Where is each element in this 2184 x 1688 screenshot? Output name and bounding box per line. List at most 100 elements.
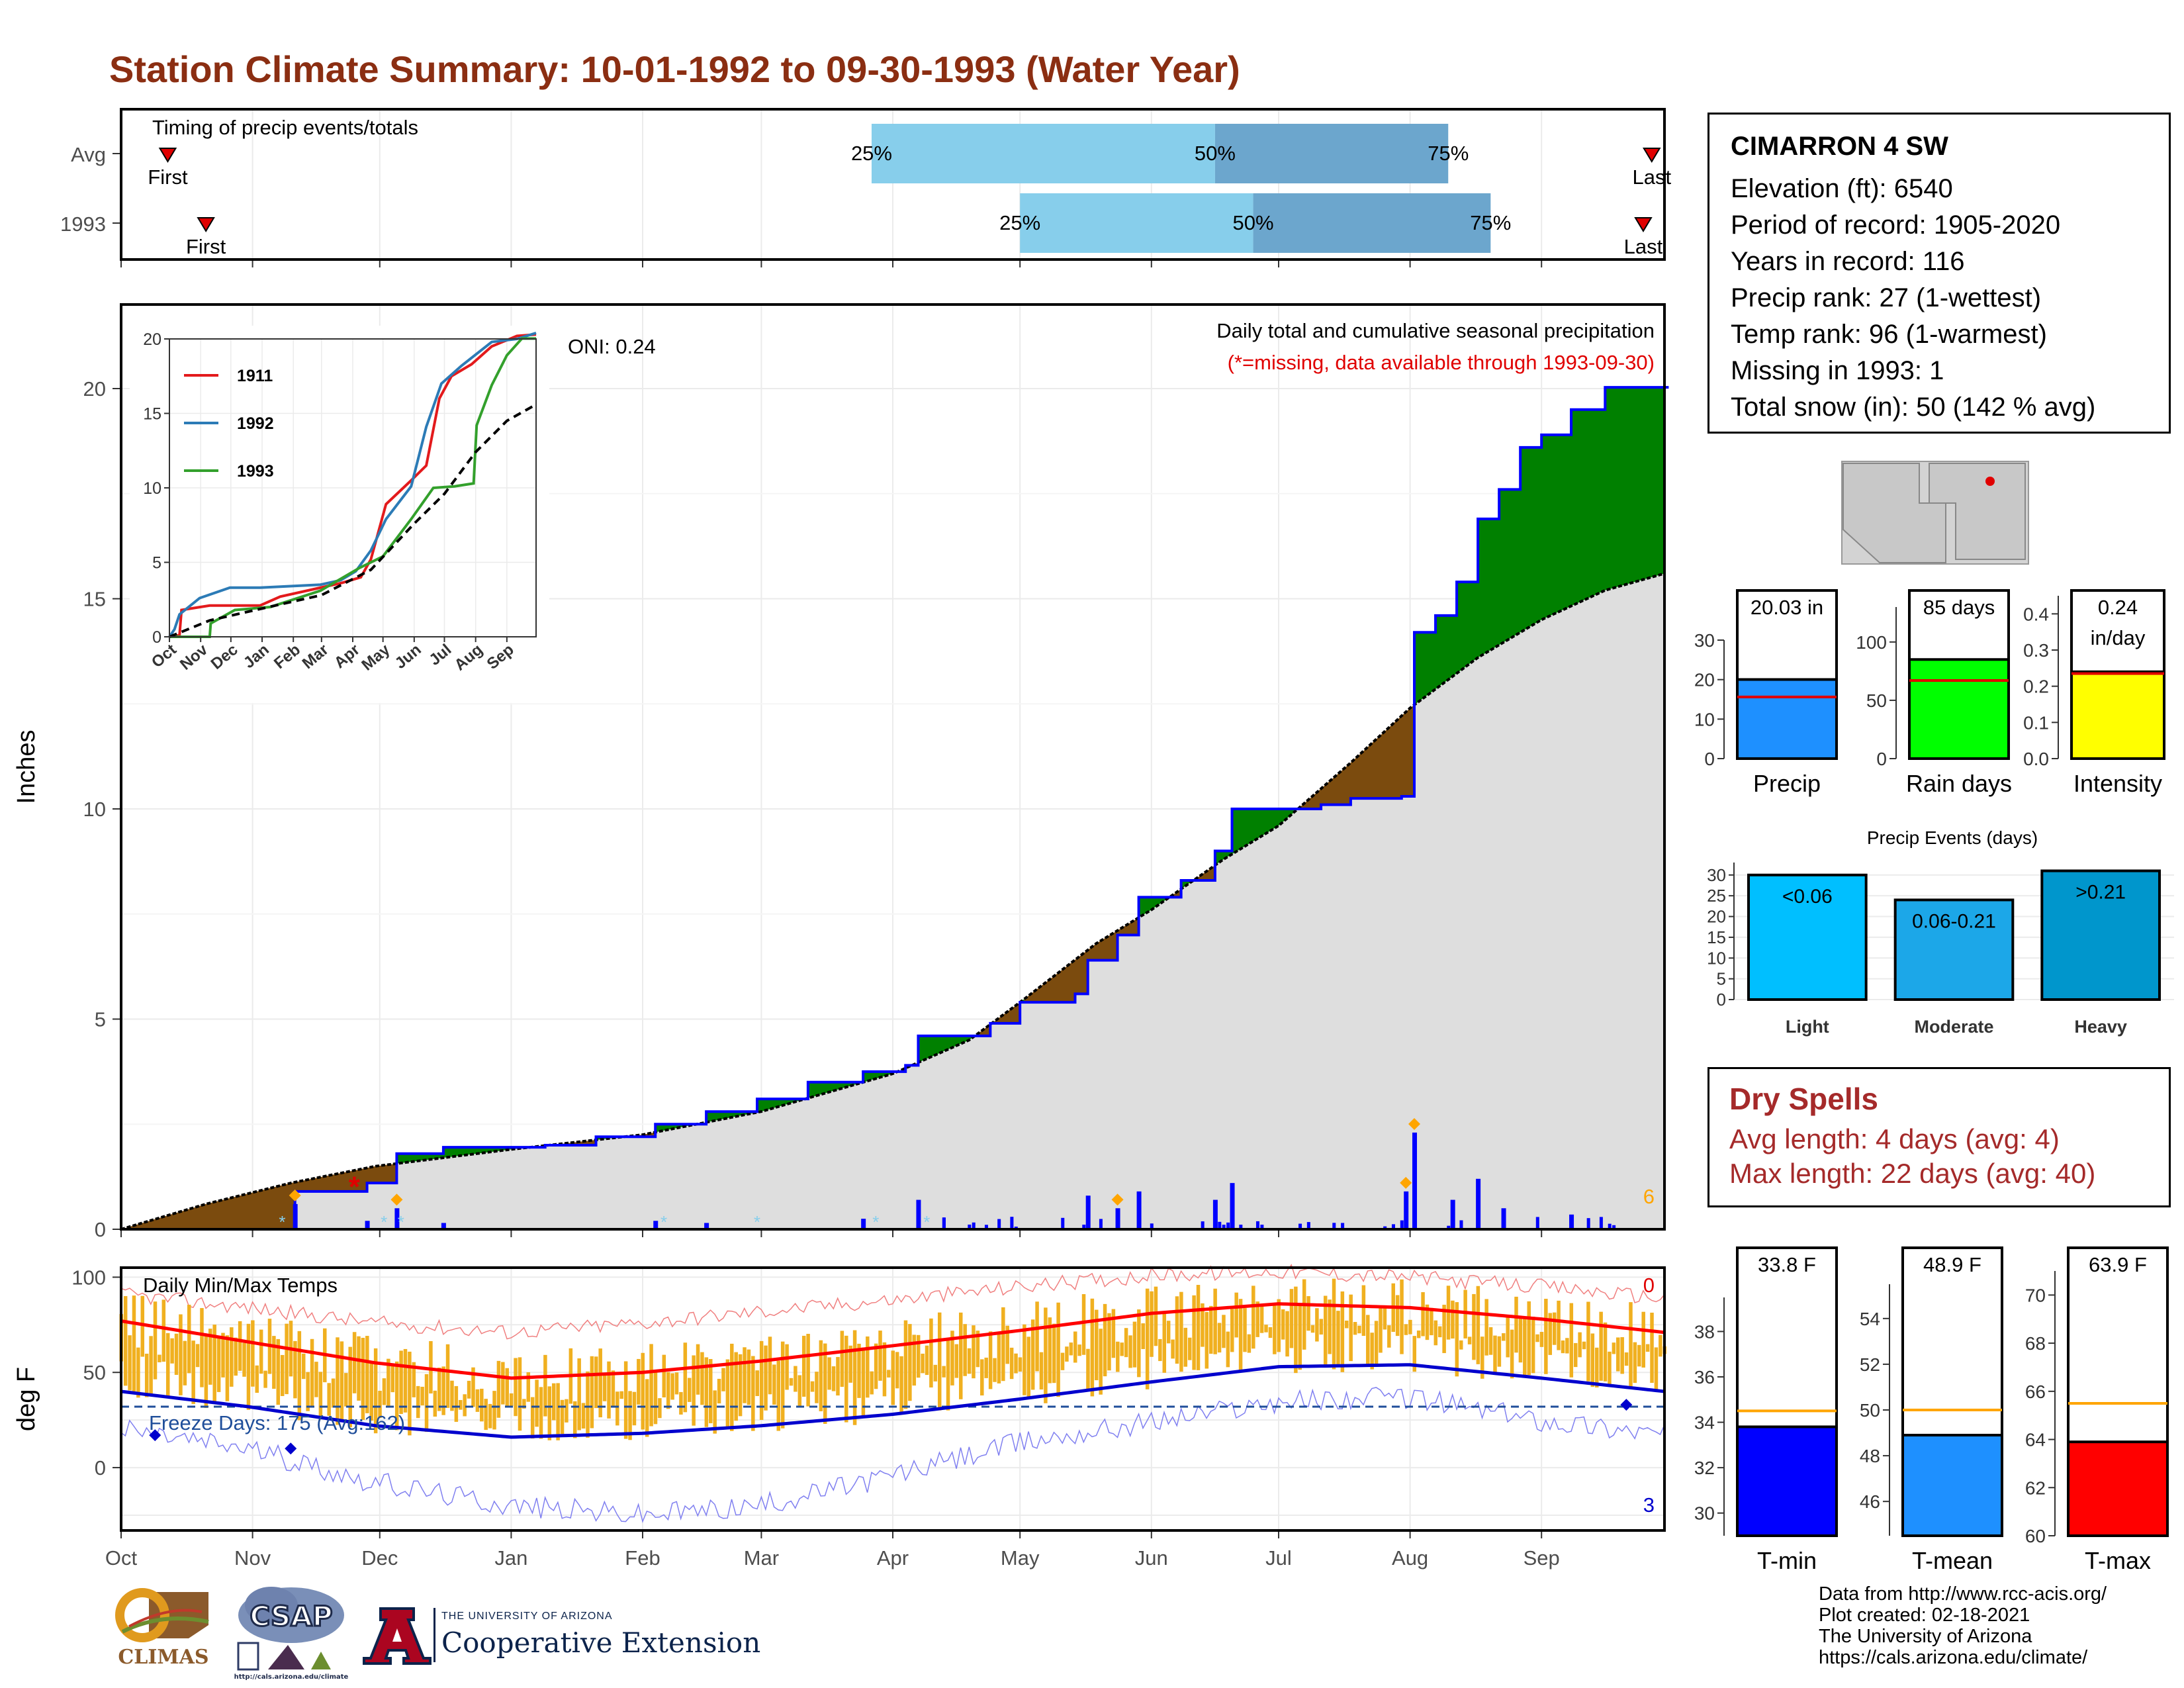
record-low-count: 3: [1643, 1493, 1655, 1517]
daily-temp-range-bar: [1629, 1302, 1633, 1387]
daily-temp-range-bar: [336, 1337, 340, 1425]
daily-temp-range-bar: [340, 1341, 344, 1420]
temps-y-tick-label: 0: [95, 1456, 106, 1479]
daily-temp-range-bar: [848, 1345, 852, 1383]
daily-temp-range-bar: [709, 1359, 713, 1424]
small-bar-value: [2067, 1440, 2169, 1538]
daily-temp-range-bar: [836, 1356, 840, 1396]
daily-temp-range-bar: [348, 1346, 352, 1428]
daily-temp-range-bar: [1251, 1286, 1255, 1349]
daily-temp-range-bar: [794, 1366, 797, 1392]
daily-temp-range-bar: [551, 1383, 556, 1421]
freeze-days-annotation: Freeze Days: 175 (Avg:162): [149, 1411, 405, 1434]
daily-temp-range-bar: [161, 1299, 166, 1362]
record-marker: [1400, 1176, 1412, 1189]
daily-temp-range-bar: [751, 1356, 755, 1431]
daily-precip-bar: [1412, 1132, 1418, 1229]
daily-precip-bar: [1082, 1225, 1086, 1229]
daily-temp-range-bar: [183, 1340, 187, 1385]
events-bar-label: <0.06: [1782, 886, 1833, 908]
small-bar-value: [2070, 670, 2165, 760]
daily-temp-range-bar: [641, 1352, 645, 1430]
daily-temp-range-bar: [416, 1385, 420, 1419]
daily-temp-range-bar: [1332, 1278, 1336, 1370]
daily-temp-range-bar: [230, 1327, 234, 1387]
daily-temp-range-bar: [1565, 1338, 1569, 1354]
timing-first-marker: [197, 217, 215, 232]
month-axis-label: Feb: [625, 1546, 660, 1570]
daily-temp-range-bar: [988, 1331, 993, 1389]
events-bar: [1747, 873, 1868, 1002]
daily-temp-range-bar: [1255, 1301, 1259, 1337]
small-bar-y-tick-label: 100: [1856, 632, 1887, 653]
daily-precip-bar: [1391, 1224, 1395, 1229]
daily-temp-range-bar: [373, 1348, 378, 1434]
daily-temp-range-bar: [1192, 1295, 1196, 1370]
small-bar-y-tick-label: 0.3: [2023, 640, 2049, 661]
daily-precip-bar: [1501, 1208, 1506, 1229]
small-bar-y-tick-label: 32: [1694, 1458, 1715, 1478]
daily-temp-range-bar: [382, 1378, 387, 1405]
small-bar-value-label: 20.03 in: [1751, 596, 1823, 619]
daily-temp-range-bar: [1552, 1312, 1557, 1345]
events-category-label: Moderate: [1914, 1017, 1993, 1037]
daily-precip-bar: [1010, 1217, 1014, 1229]
daily-temp-range-bar: [730, 1343, 734, 1431]
snow-marker: *: [923, 1212, 930, 1232]
timing-row-label: Avg: [71, 143, 106, 166]
daily-temp-range-bar: [772, 1364, 776, 1405]
record-high-count: 0: [1643, 1274, 1655, 1297]
timing-last-marker: [1634, 217, 1653, 232]
cumulative-y-tick-label: 15: [83, 588, 106, 611]
daily-temp-range-bar: [1077, 1344, 1081, 1356]
daily-precip-bar: [1459, 1220, 1463, 1229]
daily-temp-range-bar: [1141, 1323, 1145, 1349]
deficit-area: [1300, 632, 1415, 809]
daily-temp-range-bar: [1099, 1329, 1103, 1395]
snow-marker: *: [381, 1212, 387, 1232]
daily-temp-range-bar: [1289, 1289, 1294, 1348]
daily-temp-range-bar: [1030, 1319, 1035, 1390]
daily-temp-range-bar: [1612, 1342, 1616, 1354]
daily-temp-range-bar: [1451, 1300, 1455, 1339]
daily-temp-range-bar: [713, 1390, 717, 1434]
daily-temp-range-bar: [670, 1373, 674, 1400]
inset-y-tick-label: 20: [143, 330, 161, 349]
daily-temp-range-bar: [1421, 1292, 1425, 1336]
daily-temp-range-bar: [1201, 1303, 1205, 1347]
daily-temp-range-bar: [1539, 1332, 1544, 1347]
daily-temp-range-bar: [954, 1344, 959, 1378]
deficit-area: [1193, 851, 1215, 880]
cumulative-y-tick-label: 5: [95, 1008, 106, 1031]
daily-temp-range-bar: [1548, 1313, 1553, 1355]
small-bar-y-tick-label: 50: [1860, 1400, 1880, 1421]
small-bar-value-label: 33.8 F: [1758, 1253, 1816, 1276]
daily-temp-range-bar: [1650, 1312, 1654, 1383]
daily-temp-range-bar: [1336, 1311, 1340, 1367]
daily-temp-range-bar: [653, 1372, 658, 1425]
daily-temp-range-bar: [136, 1347, 140, 1398]
snow-marker: *: [660, 1212, 667, 1232]
daily-temp-range-bar: [263, 1370, 267, 1388]
daily-temp-range-bar: [1484, 1299, 1488, 1356]
daily-temp-range-bar: [365, 1336, 369, 1413]
daily-temp-range-bar: [352, 1332, 357, 1393]
dry-spells-avg: Avg length: 4 days (avg: 4): [1729, 1123, 2060, 1154]
csap-logo-text: CSAP: [250, 1600, 332, 1632]
record-count-label: 6: [1643, 1185, 1655, 1208]
daily-temp-range-bar: [140, 1295, 145, 1357]
daily-temp-range-bar: [1056, 1302, 1060, 1397]
daily-temp-range-bar: [128, 1335, 132, 1391]
daily-temp-range-bar: [475, 1389, 480, 1412]
daily-temp-range-bar: [1095, 1309, 1099, 1381]
surplus-area: [1414, 387, 1664, 705]
daily-temp-range-bar: [1081, 1293, 1086, 1355]
daily-temp-range-bar: [1573, 1342, 1578, 1368]
daily-temp-range-bar: [1179, 1291, 1183, 1372]
daily-temp-range-bar: [1518, 1316, 1523, 1363]
small-bar-y-tick-label: 66: [2025, 1382, 2046, 1402]
daily-temp-range-bar: [1264, 1325, 1268, 1333]
climas-logo-text: CLIMAS: [118, 1646, 208, 1669]
daily-temp-range-bar: [170, 1338, 174, 1364]
